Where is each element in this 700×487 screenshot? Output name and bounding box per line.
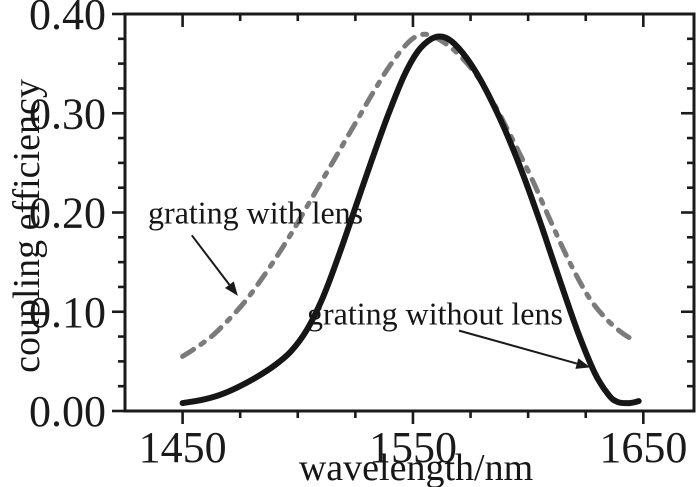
x-tick-label: 1550 (369, 423, 457, 472)
annotation-arrow-1-line (458, 329, 578, 365)
curve-grating-without-lens (179, 33, 642, 407)
y-tick-label: 0.20 (29, 189, 106, 238)
annotation-arrow-1-head (575, 358, 591, 369)
curve-grating-with-lens (180, 31, 637, 359)
y-tick-label: 0.30 (29, 89, 106, 138)
x-tick-label: 1450 (139, 423, 227, 472)
annotation-arrow-0-line (191, 234, 231, 286)
y-tick-label: 0.00 (29, 387, 106, 436)
annotation-grating-without-lens: grating without lens (306, 295, 563, 332)
x-tick-label: 1650 (599, 423, 687, 472)
y-tick-label: 0.10 (29, 288, 106, 337)
annotation-arrow-0-head (225, 281, 238, 296)
annotation-grating-with-lens: grating with lens (148, 194, 364, 230)
y-tick-label: 0.40 (29, 0, 106, 39)
x-axis-title: wavelength/nm (298, 447, 534, 487)
y-axis-title: coupling efficiency (6, 79, 48, 373)
